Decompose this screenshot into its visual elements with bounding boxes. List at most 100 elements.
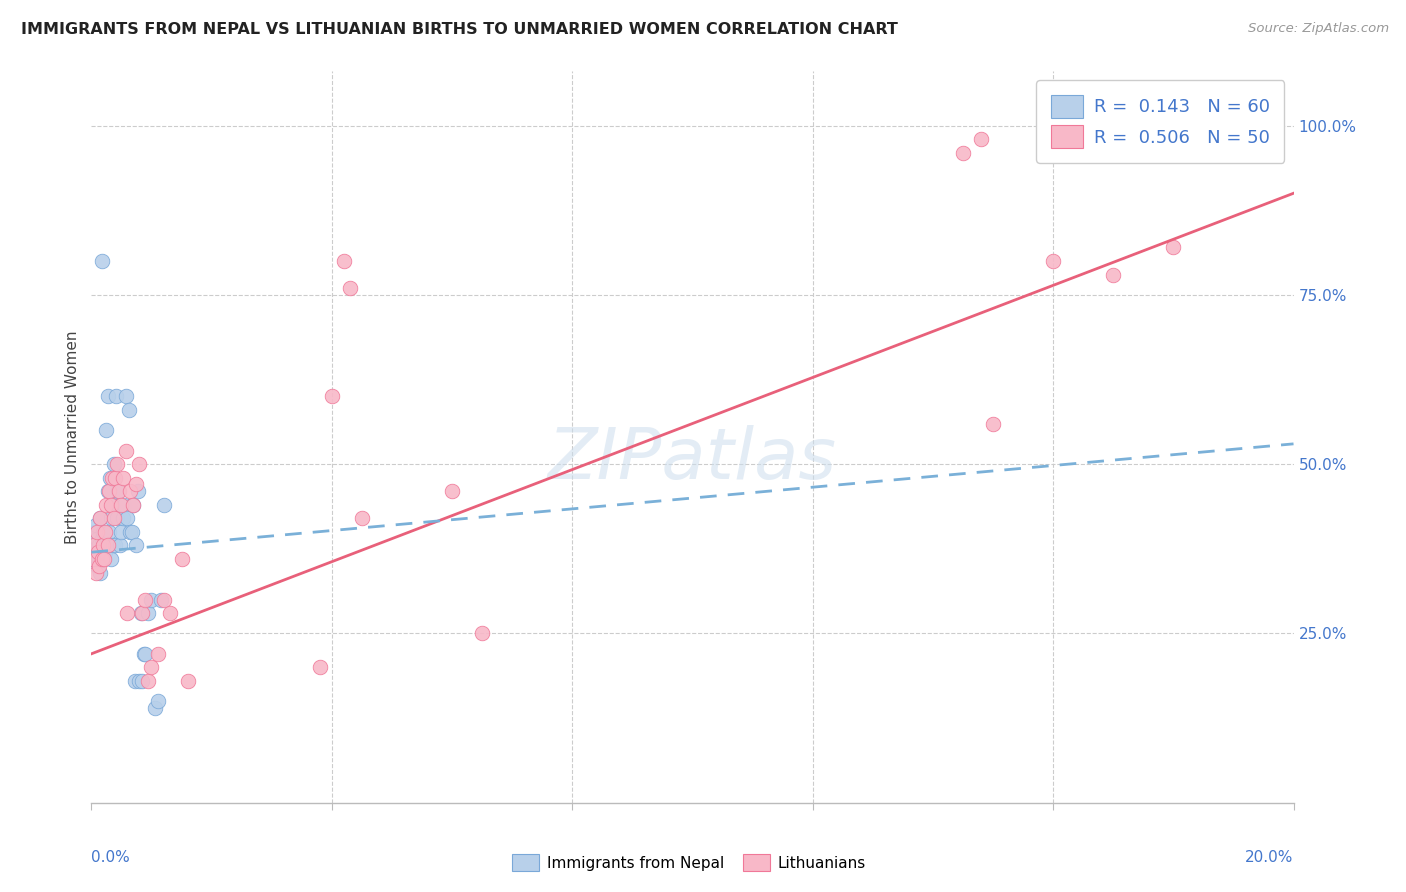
Point (114, 389, 136, 403)
Point (111, 511, 134, 525)
Point (98, 524, 121, 539)
Point (105, 389, 128, 403)
Text: ZIPatlas: ZIPatlas (548, 425, 837, 493)
Point (350, 511, 373, 525)
Point (103, 511, 125, 525)
Point (141, 660, 163, 674)
Point (121, 524, 143, 539)
Point (981, 417, 1004, 431)
Point (108, 538, 131, 552)
Point (125, 538, 148, 552)
Point (93, 524, 115, 539)
Point (97, 389, 120, 403)
Point (90, 254, 112, 268)
Point (93, 538, 115, 552)
Point (134, 592, 156, 607)
Point (89, 538, 111, 552)
Point (159, 606, 181, 620)
Point (89, 511, 111, 525)
Point (101, 538, 124, 552)
Point (440, 484, 463, 499)
Point (97, 484, 120, 499)
Point (84, 538, 107, 552)
Point (101, 471, 124, 485)
Point (138, 673, 160, 688)
Point (176, 673, 198, 688)
Point (94, 545, 117, 559)
Point (952, 145, 974, 160)
Point (146, 647, 169, 661)
Point (131, 606, 153, 620)
Point (94, 524, 117, 539)
Point (129, 606, 152, 620)
Point (308, 660, 330, 674)
Point (86, 545, 108, 559)
Point (118, 403, 141, 417)
Point (117, 606, 139, 620)
Point (86, 558, 108, 573)
Point (134, 647, 156, 661)
Point (100, 498, 122, 512)
Point (120, 484, 142, 499)
Point (143, 701, 166, 715)
Legend: Immigrants from Nepal, Lithuanians: Immigrants from Nepal, Lithuanians (506, 848, 872, 877)
Point (471, 626, 494, 640)
Point (170, 552, 193, 566)
Point (100, 552, 122, 566)
Point (82, 552, 104, 566)
Point (89, 511, 111, 525)
Point (108, 484, 131, 499)
Point (91, 538, 114, 552)
Point (321, 389, 343, 403)
Point (96, 538, 118, 552)
Point (84, 524, 107, 539)
Point (970, 132, 993, 146)
Point (105, 457, 128, 471)
Point (141, 592, 163, 607)
Point (127, 484, 149, 499)
Point (128, 673, 150, 688)
Point (152, 592, 174, 607)
Point (98, 471, 121, 485)
Point (138, 606, 160, 620)
Point (114, 443, 136, 458)
Point (93, 552, 115, 566)
Point (93, 552, 115, 566)
Point (125, 477, 148, 491)
Point (101, 498, 124, 512)
Point (112, 471, 135, 485)
Point (131, 673, 153, 688)
Point (84, 566, 107, 580)
Point (104, 538, 127, 552)
Point (89, 558, 111, 573)
Point (89, 566, 111, 580)
Point (124, 673, 146, 688)
Point (98, 484, 121, 499)
Point (87, 552, 110, 566)
Point (110, 498, 132, 512)
Point (146, 694, 169, 708)
Point (149, 592, 172, 607)
Point (86, 532, 108, 546)
Point (152, 498, 174, 512)
Point (122, 498, 145, 512)
Point (1042, 254, 1064, 268)
Point (117, 511, 139, 525)
Point (96, 423, 118, 437)
Point (110, 524, 132, 539)
Point (83, 538, 105, 552)
Point (104, 471, 127, 485)
Text: 20.0%: 20.0% (1246, 850, 1294, 865)
Text: 0.0%: 0.0% (91, 850, 131, 865)
Point (91, 532, 114, 546)
Point (333, 254, 356, 268)
Point (83, 552, 105, 566)
Point (122, 498, 145, 512)
Point (84, 518, 107, 533)
Point (86, 524, 108, 539)
Text: Source: ZipAtlas.com: Source: ZipAtlas.com (1249, 22, 1389, 36)
Point (100, 511, 122, 525)
Point (82, 545, 104, 559)
Point (107, 484, 129, 499)
Point (339, 281, 361, 295)
